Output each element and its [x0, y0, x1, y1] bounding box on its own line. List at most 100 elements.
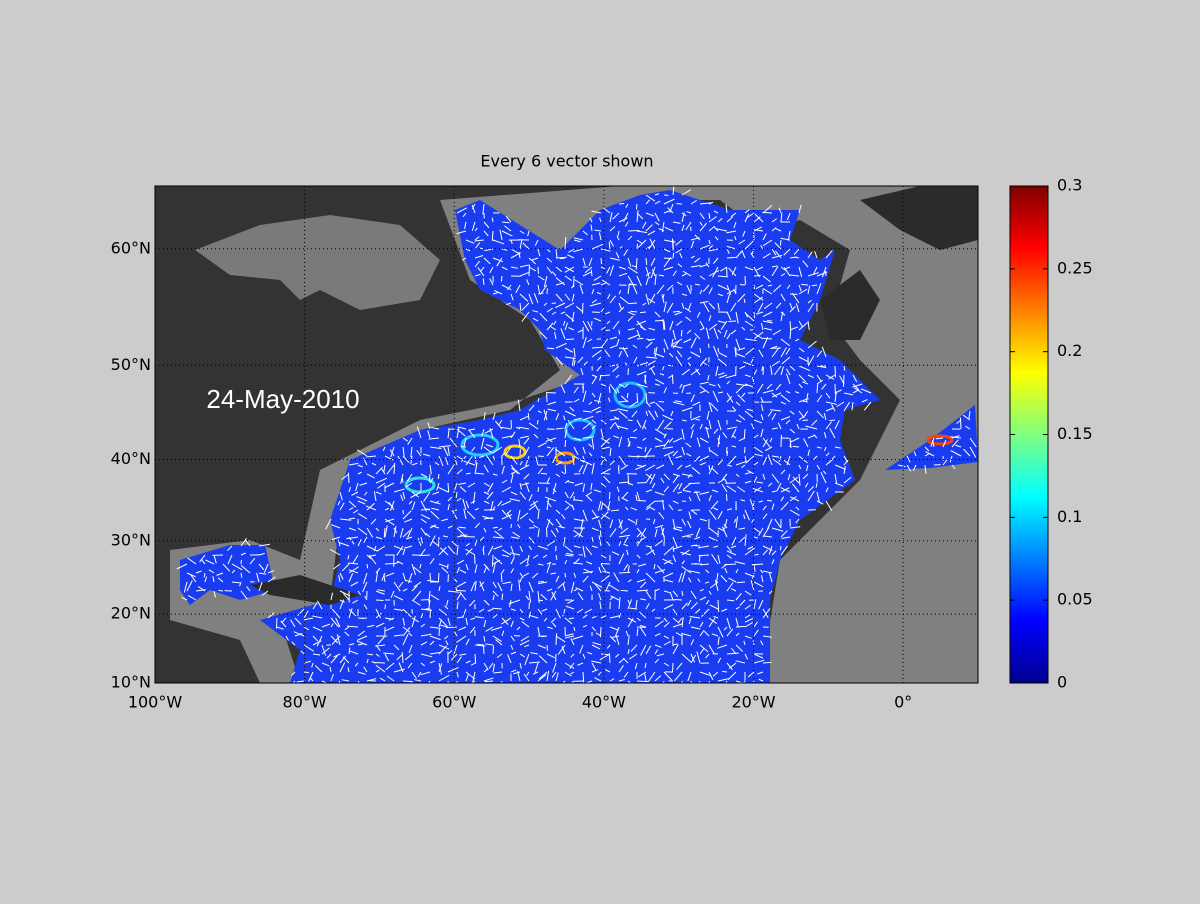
vector	[693, 545, 700, 546]
vector	[373, 662, 385, 663]
colorbar-tick-label: 0.3	[1057, 176, 1082, 195]
vector	[646, 258, 647, 265]
vector	[619, 203, 624, 204]
vector	[304, 672, 309, 673]
vector	[429, 474, 430, 482]
vector	[565, 573, 566, 577]
vector	[664, 348, 665, 353]
vector	[724, 564, 736, 565]
colorbar-tick-label: 0.2	[1057, 341, 1082, 360]
vector	[492, 231, 493, 241]
vector	[609, 386, 610, 393]
vector	[483, 646, 484, 654]
vector	[538, 581, 544, 582]
vector	[477, 644, 484, 645]
vector	[696, 419, 700, 420]
vector	[438, 474, 439, 479]
vector	[430, 609, 431, 618]
vector	[502, 594, 503, 600]
vector	[762, 212, 772, 213]
x-tick-label: 100°W	[128, 693, 183, 712]
date-label: 24-May-2010	[206, 384, 359, 414]
y-tick-label: 20°N	[111, 604, 151, 623]
vector	[695, 284, 700, 285]
vector	[737, 582, 745, 583]
x-tick-label: 20°W	[731, 693, 775, 712]
vector	[729, 321, 736, 322]
x-tick-label: 80°W	[283, 693, 327, 712]
colorbar-tick-label: 0.25	[1057, 258, 1093, 277]
vector	[601, 654, 609, 655]
vector	[790, 321, 791, 329]
vector	[601, 258, 602, 264]
colorbar	[1010, 186, 1048, 683]
vector	[621, 590, 628, 591]
vector	[493, 645, 494, 654]
vector	[419, 555, 430, 556]
map	[155, 186, 978, 692]
vector	[801, 284, 808, 285]
vector	[591, 270, 592, 276]
vector	[619, 330, 620, 334]
vector	[640, 312, 646, 313]
vector	[402, 478, 403, 483]
y-tick-label: 10°N	[111, 673, 151, 692]
vector	[664, 258, 672, 259]
vector	[566, 339, 574, 340]
vector	[541, 473, 547, 474]
vector	[700, 348, 701, 353]
x-tick-label: 60°W	[432, 693, 476, 712]
colorbar-tick-label: 0.1	[1057, 507, 1082, 526]
vector	[722, 671, 727, 672]
x-tick-label: 40°W	[582, 693, 626, 712]
vector	[438, 573, 439, 582]
vector	[744, 429, 745, 439]
vector	[793, 446, 799, 447]
vector	[367, 564, 368, 568]
y-tick-label: 60°N	[111, 238, 151, 257]
vector	[637, 338, 643, 339]
vector	[556, 633, 557, 645]
vector	[465, 536, 475, 537]
vector	[448, 483, 449, 493]
vector	[546, 528, 547, 537]
vector	[537, 420, 538, 424]
vector	[637, 393, 638, 403]
vector	[609, 492, 610, 499]
vector	[754, 275, 761, 276]
vector	[636, 204, 637, 209]
vector	[606, 330, 610, 331]
vector	[446, 627, 457, 628]
vector	[727, 451, 728, 456]
vector	[637, 681, 648, 682]
vector	[659, 401, 664, 402]
vector	[501, 276, 502, 282]
vector	[600, 530, 601, 537]
vector	[609, 653, 610, 663]
vector	[403, 681, 413, 682]
colorbar-tick-label: 0.15	[1057, 424, 1093, 443]
vector	[709, 465, 710, 470]
vector	[675, 599, 682, 600]
vector	[689, 483, 700, 484]
vector	[843, 375, 844, 387]
vector	[385, 563, 395, 564]
vector	[740, 284, 745, 285]
vector	[673, 311, 680, 312]
vector	[547, 645, 548, 651]
vector	[492, 555, 493, 566]
x-tick-label: 0°	[894, 693, 912, 712]
vector	[456, 590, 466, 591]
vector	[638, 500, 646, 501]
vector	[628, 420, 633, 421]
colorbar-tick-label: 0	[1057, 673, 1067, 692]
vector	[754, 554, 759, 555]
vector	[672, 375, 673, 384]
vector	[736, 626, 745, 627]
vector	[829, 420, 835, 421]
y-tick-label: 50°N	[111, 355, 151, 374]
vector	[780, 240, 781, 246]
vector	[780, 546, 781, 550]
vector	[600, 375, 610, 376]
